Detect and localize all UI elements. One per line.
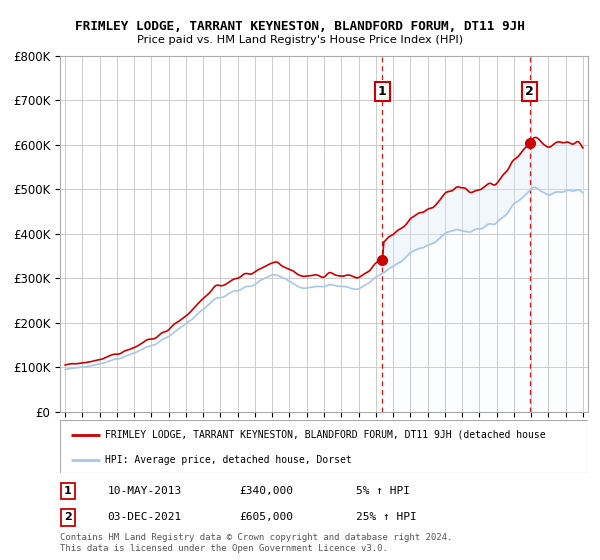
Text: 2: 2 xyxy=(526,85,534,98)
Text: 1: 1 xyxy=(378,85,386,98)
Text: HPI: Average price, detached house, Dorset: HPI: Average price, detached house, Dors… xyxy=(105,455,352,465)
Text: 10-MAY-2013: 10-MAY-2013 xyxy=(107,486,182,496)
Text: FRIMLEY LODGE, TARRANT KEYNESTON, BLANDFORD FORUM, DT11 9JH: FRIMLEY LODGE, TARRANT KEYNESTON, BLANDF… xyxy=(75,20,525,32)
Text: 1: 1 xyxy=(64,486,72,496)
Text: Price paid vs. HM Land Registry's House Price Index (HPI): Price paid vs. HM Land Registry's House … xyxy=(137,35,463,45)
Text: 25% ↑ HPI: 25% ↑ HPI xyxy=(356,512,416,522)
Text: 03-DEC-2021: 03-DEC-2021 xyxy=(107,512,182,522)
Text: £605,000: £605,000 xyxy=(239,512,293,522)
Text: Contains HM Land Registry data © Crown copyright and database right 2024.
This d: Contains HM Land Registry data © Crown c… xyxy=(60,533,452,553)
Text: 2: 2 xyxy=(64,512,72,522)
FancyBboxPatch shape xyxy=(60,420,588,473)
Text: 5% ↑ HPI: 5% ↑ HPI xyxy=(356,486,410,496)
Text: £340,000: £340,000 xyxy=(239,486,293,496)
Text: FRIMLEY LODGE, TARRANT KEYNESTON, BLANDFORD FORUM, DT11 9JH (detached house: FRIMLEY LODGE, TARRANT KEYNESTON, BLANDF… xyxy=(105,430,545,440)
